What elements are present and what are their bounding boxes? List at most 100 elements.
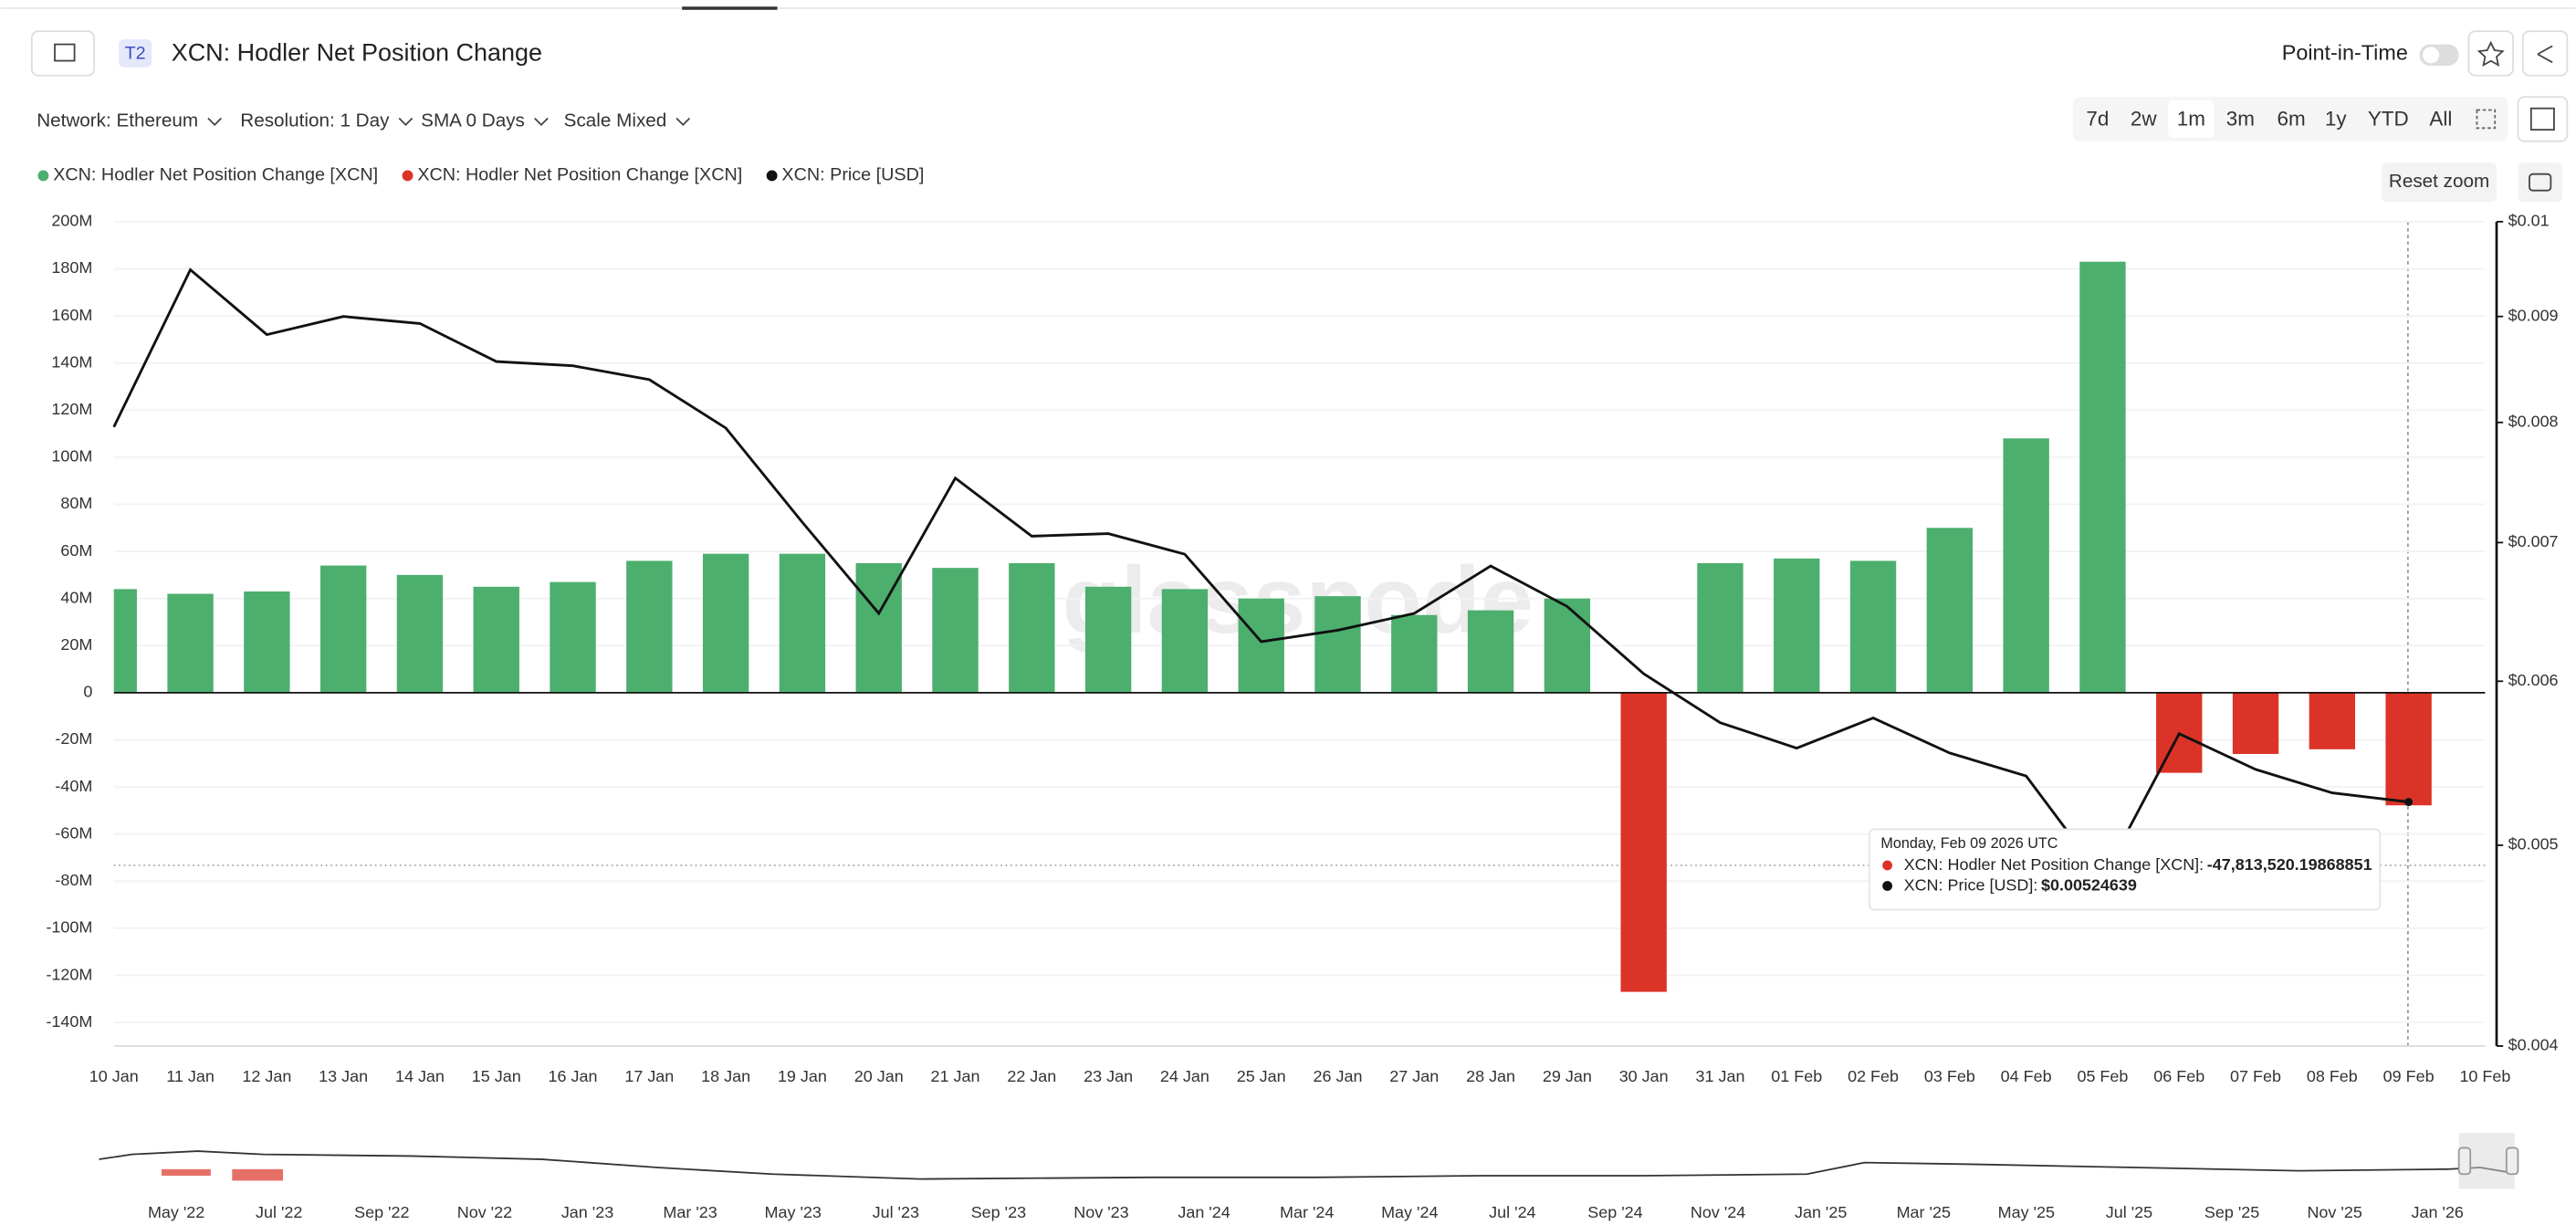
watermark: glassnode bbox=[1063, 548, 1534, 654]
navigator-handle[interactable] bbox=[2457, 1146, 2472, 1176]
x-tick-label: 14 Jan bbox=[395, 1067, 445, 1085]
filter[interactable]: Resolution: 1 Day bbox=[240, 110, 390, 131]
range-button[interactable]: YTD bbox=[2368, 107, 2409, 130]
bar bbox=[396, 574, 444, 693]
tooltip-value: $0.00524639 bbox=[2041, 875, 2137, 894]
x-tick-label: 19 Jan bbox=[778, 1067, 827, 1085]
x-tick-label: 10 Feb bbox=[2459, 1067, 2510, 1085]
range-button[interactable]: 3m bbox=[2226, 107, 2255, 130]
legend-dot bbox=[402, 170, 414, 182]
x-tick-label: 05 Feb bbox=[2077, 1067, 2128, 1085]
y-tick-label: -20M bbox=[55, 729, 92, 748]
bar bbox=[2003, 438, 2049, 693]
tooltip-label: XCN: Hodler Net Position Change [XCN]: bbox=[1904, 855, 2204, 874]
bar bbox=[702, 553, 749, 693]
bar bbox=[1620, 692, 1667, 992]
legend-dot bbox=[766, 170, 778, 182]
range-button[interactable]: 7d bbox=[2086, 107, 2109, 130]
bar bbox=[2079, 261, 2126, 693]
navigator-label: May '22 bbox=[148, 1203, 204, 1221]
legend-label[interactable]: XCN: Hodler Net Position Change [XCN] bbox=[417, 165, 742, 185]
bar bbox=[1467, 610, 1514, 693]
bar bbox=[1391, 614, 1438, 693]
range-button[interactable]: 2w bbox=[2131, 107, 2157, 130]
x-tick-label: 30 Jan bbox=[1619, 1067, 1669, 1085]
star-button[interactable] bbox=[2467, 30, 2514, 77]
navigator-label: Sep '23 bbox=[971, 1203, 1026, 1221]
bar bbox=[1697, 562, 1744, 693]
y-tick-label: 180M bbox=[51, 258, 92, 277]
bar bbox=[1161, 589, 1209, 693]
y2-tick-label: $0.007 bbox=[2508, 532, 2559, 550]
camera-button[interactable] bbox=[2518, 162, 2562, 203]
reset-zoom[interactable]: Reset zoom bbox=[2389, 171, 2489, 192]
bar bbox=[1084, 586, 1132, 693]
y2-tick-label: $0.006 bbox=[2508, 671, 2559, 689]
y-tick-label: -60M bbox=[55, 823, 92, 842]
filter[interactable]: Network: Ethereum bbox=[37, 110, 198, 131]
range-button[interactable]: 6m bbox=[2278, 107, 2306, 130]
navigator-label: Jul '22 bbox=[256, 1203, 302, 1221]
hover-point bbox=[2404, 798, 2414, 807]
x-tick-label: 02 Feb bbox=[1848, 1067, 1899, 1085]
filter[interactable]: SMA 0 Days bbox=[421, 110, 525, 131]
navigator-label: May '24 bbox=[1381, 1203, 1438, 1221]
y-tick-label: 120M bbox=[51, 400, 92, 418]
range-button[interactable]: All bbox=[2429, 107, 2452, 130]
share-button[interactable] bbox=[2521, 30, 2569, 77]
calendar-button[interactable] bbox=[2517, 96, 2569, 142]
y-tick-label: 40M bbox=[60, 588, 92, 606]
y2-tick-label: $0.01 bbox=[2508, 212, 2550, 230]
x-tick-label: 07 Feb bbox=[2230, 1067, 2281, 1085]
navigator-label: Nov '23 bbox=[1073, 1203, 1128, 1221]
bar bbox=[1774, 558, 1820, 693]
x-tick-label: 03 Feb bbox=[1924, 1067, 1975, 1085]
y-tick-label: 0 bbox=[83, 683, 92, 701]
x-tick-label: 04 Feb bbox=[2001, 1067, 2052, 1085]
navigator-label: Jan '23 bbox=[561, 1203, 613, 1221]
x-tick-label: 17 Jan bbox=[624, 1067, 674, 1085]
navigator-label: Mar '24 bbox=[1280, 1203, 1334, 1221]
sidebar-button[interactable] bbox=[30, 30, 96, 77]
page-title: XCN: Hodler Net Position Change bbox=[172, 38, 542, 66]
reset-zoom-button[interactable] bbox=[2382, 162, 2497, 203]
x-tick-label: 16 Jan bbox=[549, 1067, 598, 1085]
legend-label[interactable]: XCN: Hodler Net Position Change [XCN] bbox=[53, 165, 378, 185]
chevron bbox=[207, 117, 222, 126]
navigator-label: Jul '25 bbox=[2106, 1203, 2152, 1221]
bar bbox=[779, 553, 826, 693]
x-tick-label: 26 Jan bbox=[1314, 1067, 1363, 1085]
legend-dot bbox=[37, 170, 49, 182]
y-tick-label: -140M bbox=[46, 1012, 92, 1031]
y-tick-label: 20M bbox=[60, 635, 92, 654]
tooltip-value: -47,813,520.19868851 bbox=[2207, 855, 2372, 874]
star-icon bbox=[2477, 40, 2505, 67]
x-tick-label: 18 Jan bbox=[701, 1067, 750, 1085]
x-tick-label: 22 Jan bbox=[1007, 1067, 1056, 1085]
filter[interactable]: Scale Mixed bbox=[564, 110, 667, 131]
navigator-bg bbox=[0, 1129, 2576, 1196]
bar bbox=[1314, 596, 1361, 693]
range-button[interactable]: 1m bbox=[2177, 107, 2205, 130]
x-tick-label: 09 Feb bbox=[2383, 1067, 2435, 1085]
y-tick-label: 140M bbox=[51, 352, 92, 371]
y2-tick-label: $0.004 bbox=[2508, 1036, 2559, 1054]
navigator-handle[interactable] bbox=[2505, 1146, 2519, 1176]
y2-tick-label: $0.009 bbox=[2508, 306, 2559, 324]
navigator-label: May '25 bbox=[1998, 1203, 2055, 1221]
legend-label[interactable]: XCN: Price [USD] bbox=[781, 165, 924, 185]
x-tick-label: 10 Jan bbox=[89, 1067, 139, 1085]
bar bbox=[626, 560, 673, 693]
x-tick-label: 08 Feb bbox=[2307, 1067, 2358, 1085]
navigator-label: May '23 bbox=[765, 1203, 822, 1221]
tooltip-label: XCN: Price [USD]: bbox=[1904, 875, 2038, 894]
camera-icon bbox=[2529, 173, 2552, 192]
y-tick-label: -100M bbox=[46, 918, 92, 937]
y-tick-label: -120M bbox=[46, 965, 92, 983]
navigator-label: Sep '25 bbox=[2204, 1203, 2259, 1221]
range-button[interactable]: 1y bbox=[2325, 107, 2347, 130]
x-tick-label: 13 Jan bbox=[319, 1067, 368, 1085]
bar bbox=[932, 568, 979, 693]
bar bbox=[113, 589, 137, 693]
